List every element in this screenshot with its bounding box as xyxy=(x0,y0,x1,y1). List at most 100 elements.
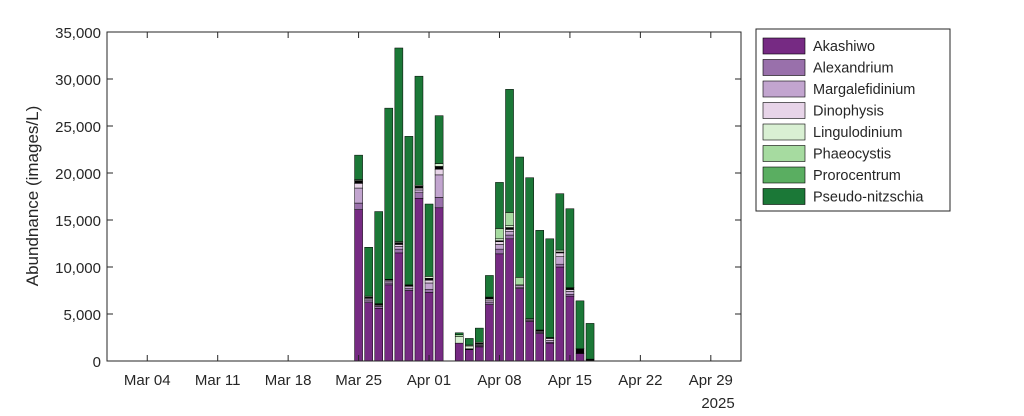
bar-segment-dark-band xyxy=(394,242,404,245)
legend-swatch-margalefidinium xyxy=(762,80,806,98)
legend-swatch-dinophysis xyxy=(762,102,806,119)
bar-segment-akashiwo xyxy=(465,349,474,362)
y-tick-label: 30,000 xyxy=(55,72,101,89)
bar-segment-alexandrium xyxy=(394,248,404,254)
bar-segment-margalefidinium xyxy=(515,285,524,288)
bar-segment-dark-band xyxy=(414,185,424,189)
bar-segment-dinophysis xyxy=(434,168,444,176)
bar-segment-akashiwo xyxy=(485,304,494,362)
bar-segment-lingulodinium xyxy=(555,249,565,253)
bar-segment-phaeocystis xyxy=(454,334,464,337)
bar-segment-akashiwo xyxy=(384,284,394,362)
legend-swatch-pseudo-nitzschia xyxy=(762,188,806,205)
bar-segment-alexandrium xyxy=(384,282,394,286)
legend-swatch-alexandrium xyxy=(762,59,806,76)
bar-segment-dark-band xyxy=(434,166,444,170)
bar-segment-pseudo-nitzschia xyxy=(555,193,565,251)
y-tick-label: 15,000 xyxy=(55,213,101,230)
bar-segment-dinophysis xyxy=(565,289,575,292)
bar-segment-lingulodinium xyxy=(434,163,444,167)
bar-segment-alexandrium xyxy=(354,202,363,210)
bar-segment-pseudo-nitzschia xyxy=(575,300,585,350)
legend-label-lingulodinium: Lingulodinium xyxy=(813,125,902,141)
bar-segment-lingulodinium xyxy=(495,238,504,241)
bar-segment-dinophysis xyxy=(505,229,514,232)
bar-segment-pseudo-nitzschia xyxy=(515,156,524,278)
bar-segment-akashiwo xyxy=(525,321,534,362)
bar-segment-alexandrium xyxy=(485,302,494,305)
bar-segment-margalefidinium xyxy=(424,282,434,290)
bar-segment-alexandrium xyxy=(555,263,565,268)
y-tick-label: 25,000 xyxy=(55,119,101,136)
bar-segment-lingulodinium xyxy=(465,345,474,350)
x-tick-label: Mar 04 xyxy=(124,372,171,389)
bar-segment-margalefidinium xyxy=(354,187,363,204)
bar-segment-alexandrium xyxy=(374,306,383,309)
bar-segment-akashiwo xyxy=(475,346,484,362)
bar-segment-akashiwo xyxy=(565,295,575,362)
x-tick-label: Mar 11 xyxy=(195,372,241,389)
bar-segment-pseudo-nitzschia xyxy=(475,327,484,343)
bar-segment-pseudo-nitzschia xyxy=(545,238,555,338)
bar-segment-akashiwo xyxy=(434,207,444,362)
bar-segment-margalefidinium xyxy=(545,340,555,343)
bar-segment-margalefidinium xyxy=(394,246,404,250)
bar-segment-pseudo-nitzschia xyxy=(485,275,494,298)
legend-label-prorocentrum: Prorocentrum xyxy=(813,168,901,184)
bar-segment-alexandrium xyxy=(565,294,575,297)
legend-label-margalefidinium: Margalefidinium xyxy=(813,82,915,98)
x-tick-label: Mar 18 xyxy=(265,372,312,389)
bar-segment-dinophysis xyxy=(545,338,555,341)
legend-label-phaeocystis: Phaeocystis xyxy=(813,147,891,163)
bar-segment-dark-band xyxy=(424,278,434,281)
bar-segment-pseudo-nitzschia xyxy=(505,89,514,213)
bar-segment-margalefidinium xyxy=(555,256,565,265)
x-tick-label: Apr 15 xyxy=(548,372,592,389)
legend: Akashiwo Alexandrium Margalefidinium Dinoph… xyxy=(755,28,951,212)
bar-segment-akashiwo xyxy=(545,342,555,362)
bar-segment-akashiwo xyxy=(424,292,434,362)
bar-segment-alexandrium xyxy=(414,192,424,199)
bar-segment-dark-band xyxy=(575,348,585,354)
bar-segment-pseudo-nitzschia xyxy=(565,208,575,288)
bar-segment-margalefidinium xyxy=(364,298,373,302)
legend-label-akashiwo: Akashiwo xyxy=(813,39,875,55)
bar-segment-pseudo-nitzschia xyxy=(525,177,534,319)
x-tick-label: Apr 29 xyxy=(689,372,733,389)
legend-swatch-lingulodinium xyxy=(762,123,806,141)
bar-segment-margalefidinium xyxy=(505,231,514,236)
bar-segment-margalefidinium xyxy=(384,280,394,284)
bar-segment-phaeocystis xyxy=(515,277,524,286)
bar-segment-dark-band xyxy=(354,180,363,184)
bar-segment-pseudo-nitzschia xyxy=(414,75,424,186)
bar-segment-lingulodinium xyxy=(454,336,464,344)
bar-segment-pseudo-nitzschia xyxy=(424,203,434,277)
bar-segment-pseudo-nitzschia xyxy=(374,211,383,304)
legend-swatch-phaeocystis xyxy=(762,145,806,162)
bar-segment-dark-band xyxy=(565,287,575,290)
bar-segment-akashiwo xyxy=(515,288,524,362)
bar-segment-phaeocystis xyxy=(495,228,504,240)
bar-segment-pseudo-nitzschia xyxy=(384,107,394,280)
bar-segment-pseudo-nitzschia xyxy=(364,247,373,297)
x-tick-label: Apr 22 xyxy=(618,372,662,389)
x-tick-label: Apr 01 xyxy=(407,372,451,389)
bar-segment-pseudo-nitzschia xyxy=(404,136,414,286)
bar-segment-dinophysis xyxy=(394,244,404,247)
bar-segment-margalefidinium xyxy=(414,189,424,193)
bar-segment-margalefidinium xyxy=(565,291,575,295)
y-axis-label: Abundnance (images/L) xyxy=(23,106,42,287)
bar-segment-dinophysis xyxy=(495,241,504,245)
x-axis: Mar 04 Mar 11 Mar 18 Mar 25 Apr 01 Apr 08 Apr … xyxy=(124,32,733,389)
bar-segment-akashiwo xyxy=(414,198,424,362)
legend-label-dinophysis: Dinophysis xyxy=(813,104,884,120)
y-tick-label: 20,000 xyxy=(55,166,101,183)
bar-segment-pseudo-nitzschia xyxy=(465,338,474,346)
bar-segment-pseudo-nitzschia xyxy=(585,323,595,360)
bar-segment-akashiwo xyxy=(495,253,504,362)
bar-segment-alexandrium xyxy=(434,197,444,209)
bar-segment-margalefidinium xyxy=(404,286,414,289)
bar-segment-akashiwo xyxy=(575,353,585,362)
